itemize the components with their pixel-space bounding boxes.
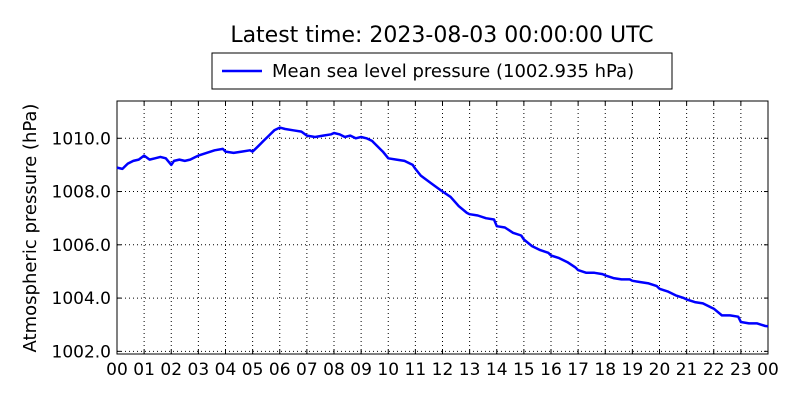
x-tick-label: 20 <box>649 360 671 380</box>
x-tick-label: 01 <box>133 360 155 380</box>
legend-label: Mean sea level pressure (1002.935 hPa) <box>272 61 634 82</box>
grid-layer <box>117 101 768 354</box>
y-tick-label: 1010.0 <box>52 129 111 149</box>
y-tick-label: 1008.0 <box>52 183 111 203</box>
x-tick-label: 23 <box>730 360 752 380</box>
x-tick-label: 13 <box>459 360 481 380</box>
series-line-mean-sea-level-pressure <box>116 126 769 328</box>
x-tick-label: 00 <box>757 360 779 380</box>
x-tick-label: 18 <box>594 360 616 380</box>
x-tick-label: 03 <box>188 360 210 380</box>
x-tick-label: 09 <box>350 360 372 380</box>
legend-box <box>211 52 673 90</box>
x-axis: 00 01 02 03 04 05 06 07 08 09 10 11 12 13 14 15 16 17 18 19… <box>106 101 779 380</box>
y-tick-label: 1002.0 <box>52 342 111 362</box>
x-tick-label: 08 <box>323 360 345 380</box>
x-tick-label: 22 <box>703 360 725 380</box>
x-tick-label: 15 <box>513 360 535 380</box>
x-tick-label: 06 <box>269 360 291 380</box>
y-tick-label: 1004.0 <box>52 289 111 309</box>
x-tick-label: 04 <box>215 360 237 380</box>
y-tick-label: 1006.0 <box>52 236 111 256</box>
x-tick-label: 05 <box>242 360 264 380</box>
x-tick-label: 02 <box>160 360 182 380</box>
plot-frame <box>116 100 769 355</box>
x-tick-label: 10 <box>377 360 399 380</box>
x-tick-label: 14 <box>486 360 508 380</box>
x-tick-label: 12 <box>432 360 454 380</box>
x-tick-label: 07 <box>296 360 318 380</box>
legend: Mean sea level pressure (1002.935 hPa) <box>211 52 673 90</box>
chart-title: Latest time: 2023-08-03 00:00:00 UTC <box>230 23 653 48</box>
x-tick-label: 21 <box>676 360 698 380</box>
x-tick-label: 00 <box>106 360 128 380</box>
y-axis-label: Atmospheric pressure (hPa) <box>20 104 41 353</box>
x-tick-label: 17 <box>567 360 589 380</box>
y-axis: 1002.0 1004.0 1006.0 1008.0 1010.0 <box>52 129 768 362</box>
x-tick-label: 19 <box>622 360 644 380</box>
x-tick-label: 11 <box>405 360 427 380</box>
x-tick-label: 16 <box>540 360 562 380</box>
